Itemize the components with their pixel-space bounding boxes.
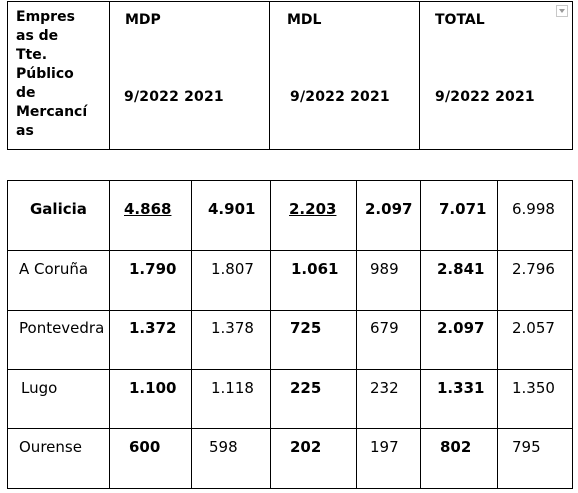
mdl-2022-value: 202 [290, 438, 322, 456]
row-border [7, 310, 573, 311]
mdl-2022-value: 725 [290, 319, 322, 337]
mdp-2022-value: 1.790 [129, 260, 177, 278]
mdl-2022-value: 225 [290, 379, 322, 397]
row-name: Galicia [30, 200, 87, 218]
header-empresas-line: as de [16, 28, 59, 44]
mdl-2022-value: 1.061 [291, 260, 339, 278]
total-2021-value: 2.057 [512, 319, 555, 337]
row-name: Ourense [19, 438, 82, 456]
total-2022-value: 2.097 [437, 319, 485, 337]
data-col-divider [356, 180, 357, 489]
data-left-border [7, 180, 8, 489]
total-2021-value: 6.998 [512, 200, 555, 218]
mdp-2021-value: 1.118 [211, 379, 254, 397]
header-mdp-years: 9/2022 2021 [124, 89, 224, 105]
data-col-divider [270, 180, 271, 489]
header-divider-2 [269, 1, 270, 150]
header-empresas-line: as [16, 123, 34, 139]
header-top-border [7, 1, 573, 2]
header-total-years: 9/2022 2021 [435, 89, 535, 105]
row-name: Pontevedra [19, 319, 105, 337]
mdl-2021-value: 232 [370, 379, 399, 397]
total-2022-value: 2.841 [437, 260, 485, 278]
header-mdl-years: 9/2022 2021 [290, 89, 390, 105]
row-border [7, 369, 573, 370]
mdp-2022-value: 600 [129, 438, 161, 456]
mdp-2021-value: 598 [209, 438, 238, 456]
header-empresas-line: Empres [16, 9, 75, 25]
header-empresas-line: Tte. [16, 47, 48, 63]
header-divider-1 [109, 1, 110, 150]
mdp-2022-value: 4.868 [124, 200, 172, 218]
data-col-divider [497, 180, 498, 489]
row-border [7, 428, 573, 429]
total-2021-value: 795 [512, 438, 541, 456]
data-top-border [7, 180, 573, 181]
row-name: A Coruña [19, 260, 89, 278]
total-2022-value: 7.071 [439, 200, 487, 218]
mdl-2021-value: 989 [370, 260, 399, 278]
header-empresas-line: de [16, 85, 36, 101]
header-left-border [7, 1, 8, 150]
header-empresas-line: Público [16, 66, 74, 82]
row-name: Lugo [21, 379, 58, 397]
header-total-label: TOTAL [435, 12, 485, 28]
mdl-2021-value: 679 [370, 319, 399, 337]
total-2022-value: 802 [440, 438, 472, 456]
header-mdp-label: MDP [125, 12, 161, 28]
header-right-border [572, 1, 573, 150]
mdl-2021-value: 197 [370, 438, 399, 456]
data-col-divider [191, 180, 192, 489]
mdp-2021-value: 4.901 [208, 200, 256, 218]
header-bottom-border [7, 149, 573, 150]
mdl-2022-value: 2.203 [289, 200, 337, 218]
total-2022-value: 1.331 [437, 379, 485, 397]
mdl-2021-value: 2.097 [365, 200, 413, 218]
data-right-border [572, 180, 573, 489]
dropdown-marker-icon [556, 5, 568, 17]
data-col-divider [420, 180, 421, 489]
header-empresas-line: Mercancí [16, 104, 88, 120]
mdp-2021-value: 1.378 [211, 319, 254, 337]
total-2021-value: 2.796 [512, 260, 555, 278]
mdp-2021-value: 1.807 [211, 260, 254, 278]
row-border [7, 250, 573, 251]
header-empresas-label: Empres as de Tte. Público de Mercancí as [16, 8, 108, 141]
total-2021-value: 1.350 [512, 379, 555, 397]
mdp-2022-value: 1.372 [129, 319, 177, 337]
mdp-2022-value: 1.100 [129, 379, 177, 397]
header-divider-3 [419, 1, 420, 150]
data-bottom-border [7, 488, 573, 489]
data-col-divider [109, 180, 110, 489]
header-mdl-label: MDL [287, 12, 322, 28]
